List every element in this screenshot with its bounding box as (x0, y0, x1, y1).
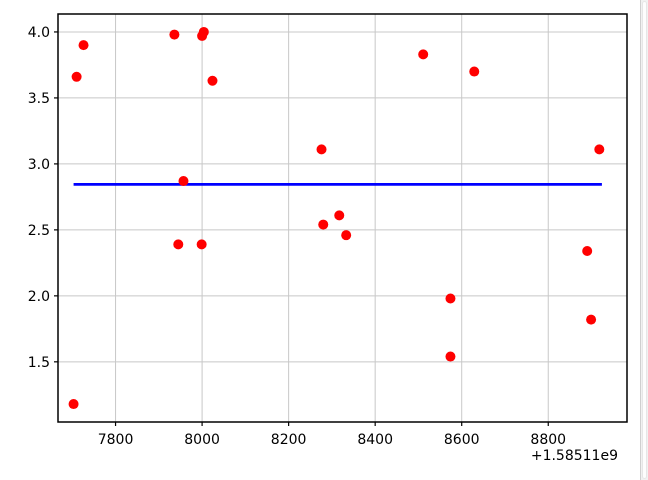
scatter-point (71, 71, 82, 82)
scatter-point (196, 239, 207, 250)
scatter-point (207, 75, 218, 86)
vertical-scrollbar[interactable] (640, 0, 648, 480)
y-tick-label: 1.5 (28, 355, 50, 371)
scatter-point (316, 144, 327, 155)
x-tick-label: 8400 (357, 432, 393, 448)
scatter-point (318, 219, 329, 230)
scatter-point (582, 245, 593, 256)
scatter-point (68, 399, 79, 410)
x-axis-offset-label: +1.58511e9 (530, 448, 618, 464)
x-tick-label: 8000 (184, 432, 220, 448)
y-tick-label: 4.0 (28, 25, 50, 41)
scatter-point (469, 66, 480, 77)
scatter-point (418, 49, 429, 60)
x-tick-label: 8200 (271, 432, 307, 448)
scatter-point (178, 176, 189, 187)
scatter-point (341, 230, 352, 241)
scatter-point (334, 210, 345, 221)
scatter-point (197, 30, 208, 41)
axes-frame (57, 13, 628, 423)
y-tick-label: 2.0 (28, 289, 50, 305)
scrollbar-thumb[interactable] (642, 1, 647, 479)
scatter-point (594, 144, 605, 155)
scatter-point (169, 29, 180, 40)
x-tick-label: 8600 (444, 432, 480, 448)
scatter-point (586, 314, 597, 325)
y-tick-label: 3.0 (28, 157, 50, 173)
scatter-point (445, 293, 456, 304)
scatter-point (78, 40, 89, 51)
y-tick-label: 3.5 (28, 91, 50, 107)
y-tick-label: 2.5 (28, 223, 50, 239)
x-tick-label: 8800 (530, 432, 566, 448)
scatter-point (173, 239, 184, 250)
x-tick-label: 7800 (98, 432, 134, 448)
scatter-point (445, 351, 456, 362)
